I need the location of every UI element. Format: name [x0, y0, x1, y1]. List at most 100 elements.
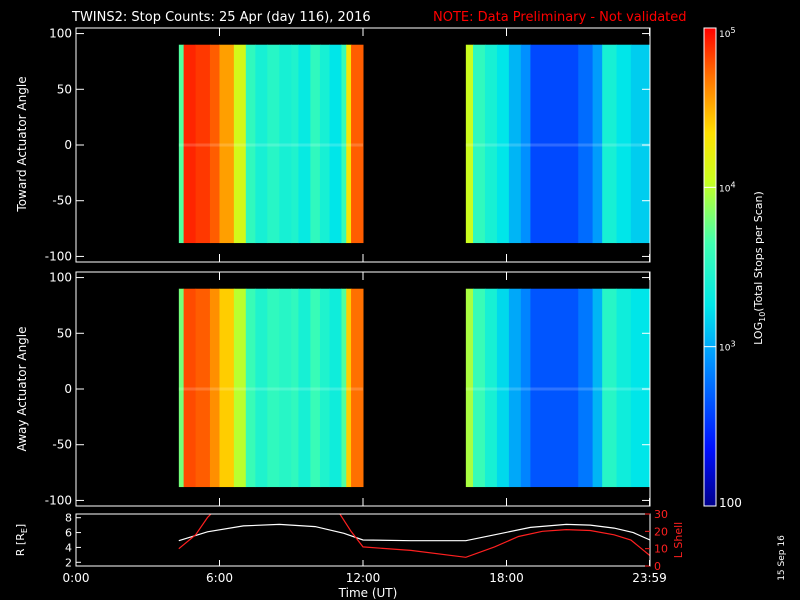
heatmap-cell [183, 44, 197, 244]
y-tick-label: 100 [49, 27, 72, 41]
heatmap-cell [351, 288, 364, 488]
heatmap-cell [291, 288, 299, 488]
heatmap-cell [233, 44, 247, 244]
heatmap-cell [616, 288, 632, 488]
heatmap-cell [346, 44, 352, 244]
r-distance-line [178, 523, 650, 542]
y-tick-label: 50 [57, 326, 72, 340]
toward-actuator-panel: 100 50 0 -50 -100 [45, 27, 651, 263]
heatmap-cell [592, 288, 603, 488]
heatmap-cell [602, 44, 618, 244]
heatmap-cell [298, 288, 311, 488]
colorbar-label-suffix: (Total Stops per Scan) [752, 191, 765, 312]
colorbar-label: LOG10(Total Stops per Scan) [752, 191, 767, 345]
date-stamp: 15 Sep 16 [777, 535, 787, 581]
heatmap-cell [484, 44, 498, 244]
l-shell-tick-label: 0 [654, 560, 661, 573]
away-actuator-ylabel: Away Actuator Angle [15, 326, 29, 451]
colorbar-label-sub: 10 [758, 312, 767, 322]
heatmap-cell [298, 44, 311, 244]
heatmap-cell [341, 44, 347, 244]
heatmap-cell [346, 288, 352, 488]
r-tick-label: 6 [65, 527, 72, 540]
heatmap-cell [183, 288, 197, 488]
preliminary-note: NOTE: Data Preliminary - Not validated [433, 10, 687, 25]
y-tick-label: 0 [64, 382, 72, 396]
heatmap-cell [178, 288, 185, 488]
colorbar-tick-label: 105 [719, 26, 736, 40]
away-actuator-panel: 100 50 0 -50 -100 [45, 271, 651, 507]
heatmap-cell [310, 44, 321, 244]
heatmap-cell [473, 288, 486, 488]
heatmap-cell [233, 288, 247, 488]
heatmap-cell [178, 44, 185, 244]
heatmap-cell [616, 44, 632, 244]
l-shell-axis-label: L Shell [672, 522, 685, 558]
l-shell-tick-label: 10 [654, 543, 668, 556]
heatmap-cell [630, 288, 651, 488]
y-tick-label: -50 [52, 438, 72, 452]
colorbar-tick-label: 100 [719, 496, 742, 510]
l-shell-tick-label: 20 [654, 525, 668, 538]
figure-title: TWINS2: Stop Counts: 25 Apr (day 116), 2… [71, 10, 371, 25]
heatmap-cell [602, 288, 618, 488]
heatmap-cell [279, 288, 292, 488]
r-axis-label: R [RE] [14, 524, 29, 556]
heatmap-cell [484, 288, 498, 488]
heatmap-cell [310, 288, 321, 488]
heatmap-cell [255, 288, 268, 488]
r-tick-label: 8 [65, 512, 72, 525]
heatmap-cell [341, 288, 347, 488]
heatmap-cell [245, 44, 256, 244]
heatmap-cell [267, 288, 280, 488]
r-tick-label: 4 [65, 541, 72, 554]
heatmap-cell [578, 44, 594, 244]
heatmap-cell [578, 288, 594, 488]
colorbar-tick-exponent: 4 [730, 180, 735, 189]
heatmap-cell [530, 288, 579, 488]
heatmap-cell [255, 44, 268, 244]
heatmap-cell [291, 44, 299, 244]
colorbar-tick-exponent: 5 [730, 26, 735, 35]
heatmap-cell [195, 288, 211, 488]
colorbar: 100 103 104 105 [703, 26, 742, 510]
heatmap-cell [508, 288, 522, 488]
heatmap-cell [279, 44, 292, 244]
heatmap-cell [496, 288, 510, 488]
colorbar-tick-label: 103 [719, 340, 736, 354]
heatmap-cell [592, 44, 603, 244]
heatmap-cell [209, 44, 220, 244]
y-tick-label: -100 [45, 493, 72, 507]
y-tick-label: 0 [64, 138, 72, 152]
y-tick-label: -50 [52, 194, 72, 208]
colorbar-tick-exponent: 3 [730, 340, 735, 349]
l-shell-tick-label: 30 [654, 508, 668, 521]
heatmap-cell [520, 44, 531, 244]
colorbar-gradient [703, 27, 717, 507]
time-tick-label: 18:00 [489, 571, 524, 585]
heatmap-cell [465, 44, 474, 244]
heatmap-cell [329, 44, 342, 244]
time-tick-label: 12:00 [346, 571, 381, 585]
heatmap-cell [496, 44, 510, 244]
time-tick-label: 23:59 [632, 571, 667, 585]
heatmap-cell [319, 44, 331, 244]
y-tick-label: 50 [57, 82, 72, 96]
heatmap-cell [319, 288, 331, 488]
heatmap-cell [508, 44, 522, 244]
r-axis-label-sub: E [20, 528, 29, 533]
y-tick-label: -100 [45, 249, 72, 263]
heatmap-cell [219, 288, 235, 488]
y-tick-label: 100 [49, 271, 72, 285]
r-axis-label-suffix: ] [14, 524, 27, 528]
heatmap-cell [209, 288, 220, 488]
heatmap-cell [520, 288, 531, 488]
orbit-panel: 8 64 2 30 20 10 0 0:00 6:00 12:00 18:00 23:59 [63, 508, 668, 585]
time-axis-label: Time (UT) [338, 586, 398, 600]
heatmap-cell [351, 44, 364, 244]
heatmap-cell [267, 44, 280, 244]
r-tick-label: 2 [65, 556, 72, 569]
heatmap-cell [245, 288, 256, 488]
heatmap-cell [630, 44, 651, 244]
